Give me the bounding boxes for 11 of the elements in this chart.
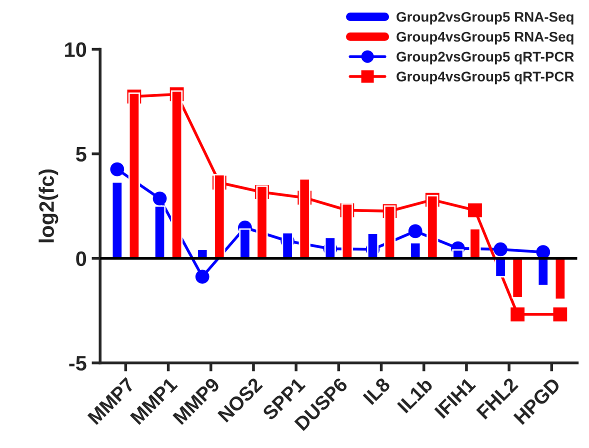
y-tick-label: 10 — [65, 42, 86, 58]
legend-label: Group2vsGroup5 qRT-PCR — [396, 52, 574, 64]
legend-label: Group4vsGroup5 qRT-PCR — [396, 72, 574, 84]
x-tick-label: IL1b — [396, 376, 434, 414]
y-tick-label: 5 — [76, 147, 86, 162]
legend-label: Group4vsGroup5 RNA-Seq — [396, 32, 574, 44]
y-axis-title: log2(fc) — [38, 170, 58, 242]
y-tick-label: 0 — [76, 251, 86, 266]
x-tick-label: IL8 — [362, 376, 391, 406]
legend-label: Group2vsGroup5 RNA-Seq — [396, 12, 574, 25]
y-tick-label: -5 — [69, 356, 86, 371]
